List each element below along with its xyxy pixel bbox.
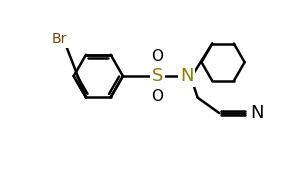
Text: Br: Br	[52, 32, 68, 46]
Text: O: O	[152, 49, 164, 64]
Text: O: O	[152, 89, 164, 104]
Text: N: N	[250, 104, 264, 122]
Text: N: N	[180, 67, 194, 85]
Text: S: S	[152, 67, 163, 85]
